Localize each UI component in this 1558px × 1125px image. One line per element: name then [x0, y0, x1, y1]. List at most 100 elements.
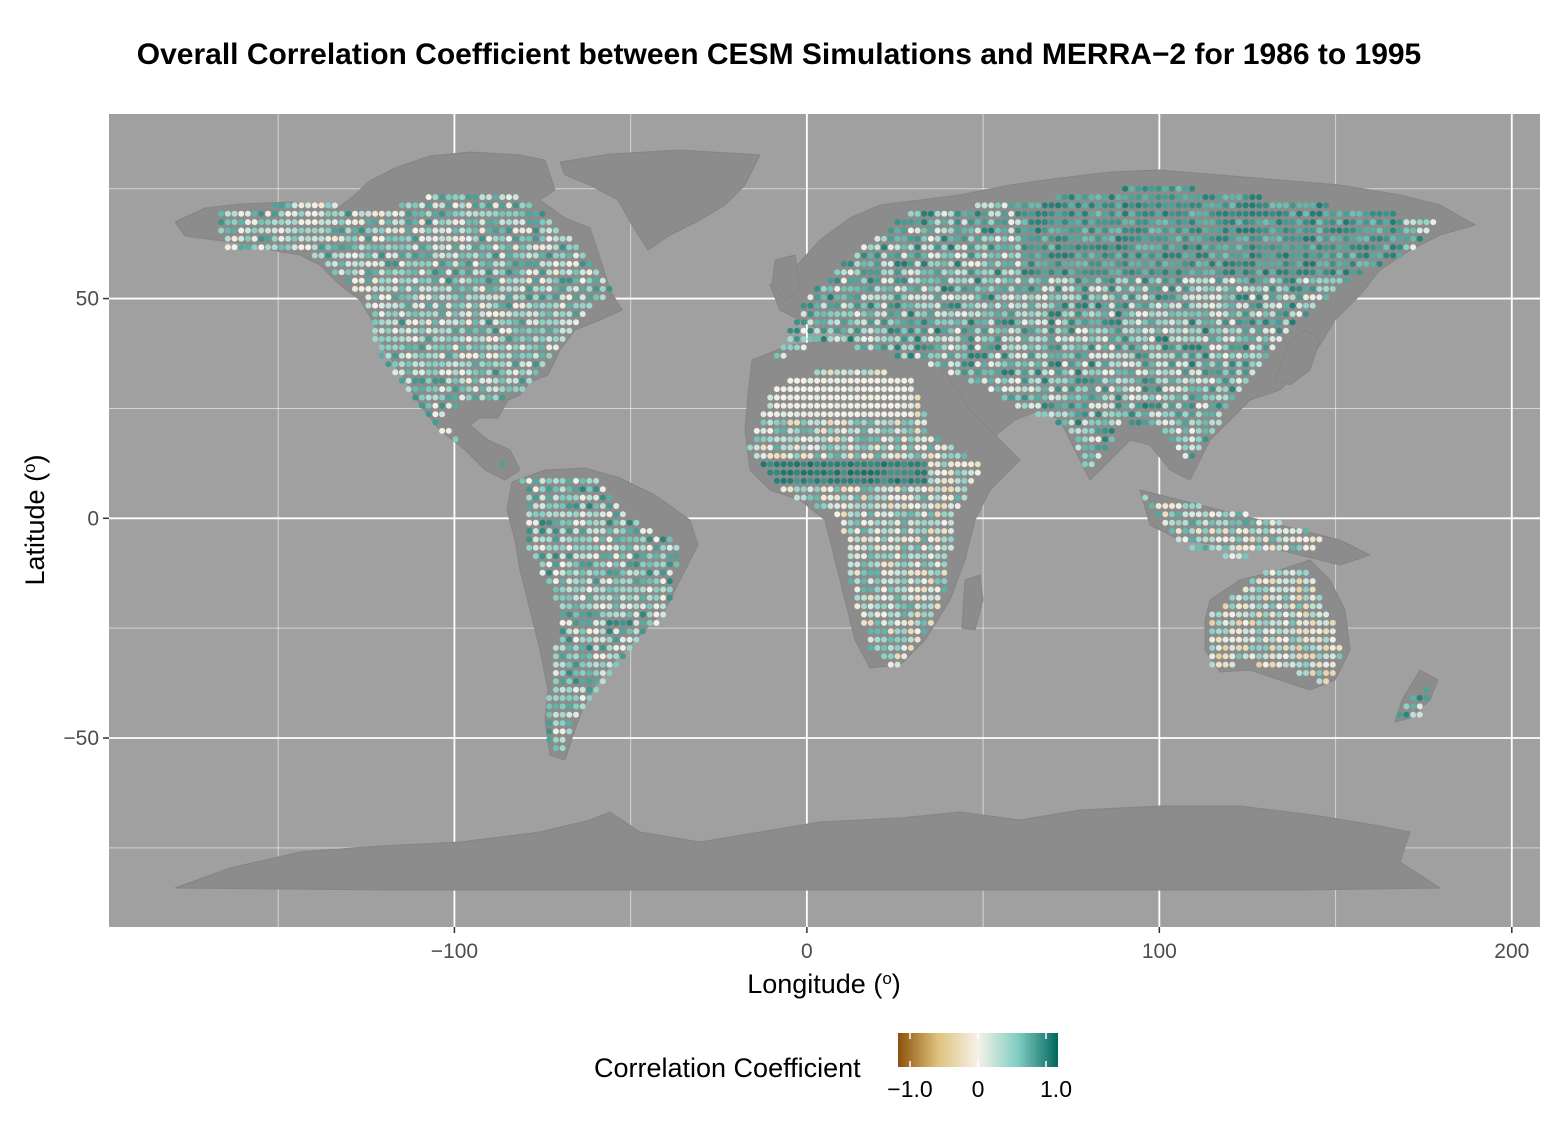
grid-cell: [432, 327, 439, 334]
grid-cell: [767, 469, 774, 476]
grid-cell: [1169, 285, 1175, 292]
grid-cell: [486, 260, 492, 267]
grid-cell: [1108, 436, 1115, 443]
grid-cell: [1182, 260, 1189, 267]
grid-cell: [479, 311, 486, 317]
grid-cell: [646, 561, 653, 568]
grid-cell: [994, 361, 1001, 368]
grid-cell: [419, 369, 425, 376]
grid-cell: [968, 269, 975, 276]
grid-cell: [1148, 194, 1155, 201]
grid-cell: [552, 720, 559, 727]
grid-cell: [586, 586, 593, 593]
grid-cell: [432, 219, 439, 226]
grid-cell: [914, 586, 921, 593]
grid-cell: [1142, 311, 1149, 317]
grid-cell: [1202, 436, 1209, 443]
grid-cell: [1343, 244, 1350, 251]
grid-cell: [874, 528, 881, 534]
grid-cell: [546, 736, 553, 743]
grid-cell: [559, 319, 566, 326]
grid-cell: [1276, 619, 1283, 626]
grid-cell: [907, 636, 914, 643]
grid-cell: [1396, 244, 1403, 251]
grid-cell: [1122, 411, 1129, 418]
grid-cell: [1015, 285, 1021, 292]
grid-cell: [586, 636, 593, 643]
grid-cell: [1068, 427, 1075, 434]
grid-cell: [546, 252, 553, 259]
grid-cell: [1142, 411, 1149, 418]
grid-cell: [1329, 219, 1336, 226]
grid-cell: [1175, 244, 1182, 251]
grid-cell: [961, 361, 968, 368]
grid-cell: [559, 661, 566, 668]
grid-cell: [1416, 227, 1423, 234]
grid-cell: [1135, 244, 1142, 251]
y-tick-label: 50: [76, 288, 99, 311]
grid-cell: [1102, 427, 1109, 434]
grid-cell: [559, 285, 566, 292]
grid-cell: [1323, 670, 1330, 676]
grid-cell: [861, 461, 867, 468]
grid-cell: [921, 486, 928, 493]
grid-cell: [345, 277, 352, 284]
grid-cell: [1155, 260, 1162, 267]
grid-cell: [1316, 678, 1323, 685]
grid-cell: [673, 561, 680, 568]
grid-cell: [1162, 519, 1169, 526]
grid-cell: [881, 327, 888, 334]
grid-cell: [1102, 294, 1109, 301]
grid-cell: [1276, 528, 1283, 534]
grid-cell: [807, 319, 814, 326]
grid-cell: [994, 210, 1001, 217]
grid-cell: [807, 302, 814, 309]
grid-cell: [974, 235, 981, 242]
grid-cell: [445, 311, 452, 317]
grid-cell: [961, 461, 968, 468]
grid-cell: [1028, 394, 1035, 401]
grid-cell: [854, 411, 861, 418]
grid-cell: [1316, 219, 1323, 226]
grid-cell: [1182, 503, 1189, 509]
grid-cell: [552, 285, 559, 292]
grid-cell: [532, 327, 539, 334]
grid-cell: [526, 377, 533, 384]
grid-cell: [1236, 219, 1242, 226]
grid-cell: [894, 252, 901, 259]
grid-cell: [472, 269, 479, 276]
grid-cell: [1242, 194, 1249, 201]
grid-cell: [412, 369, 419, 376]
grid-cell: [573, 670, 579, 676]
grid-cell: [619, 603, 626, 610]
grid-cell: [954, 210, 961, 217]
grid-cell: [1269, 603, 1276, 610]
grid-cell: [1102, 219, 1109, 226]
grid-cell: [499, 294, 506, 301]
grid-cell: [573, 578, 579, 585]
grid-cell: [1061, 311, 1068, 317]
grid-cell: [640, 619, 646, 626]
grid-cell: [941, 486, 948, 493]
grid-cell: [499, 386, 506, 393]
grid-cell: [941, 269, 948, 276]
grid-cell: [1249, 294, 1256, 301]
grid-cell: [285, 202, 292, 209]
grid-cell: [1202, 427, 1209, 434]
grid-cell: [901, 311, 908, 317]
grid-cell: [519, 252, 526, 259]
grid-cell: [834, 511, 841, 518]
grid-cell: [1075, 344, 1082, 351]
grid-cell: [1269, 285, 1276, 292]
grid-cell: [325, 252, 332, 259]
grid-cell: [526, 277, 533, 284]
grid-cell: [1269, 528, 1276, 534]
grid-cell: [613, 603, 620, 610]
grid-cell: [385, 277, 392, 284]
grid-cell: [1048, 202, 1055, 209]
grid-cell: [948, 528, 954, 534]
grid-cell: [894, 311, 901, 317]
grid-cell: [405, 361, 412, 368]
grid-cell: [894, 536, 901, 543]
grid-cell: [1055, 327, 1062, 334]
